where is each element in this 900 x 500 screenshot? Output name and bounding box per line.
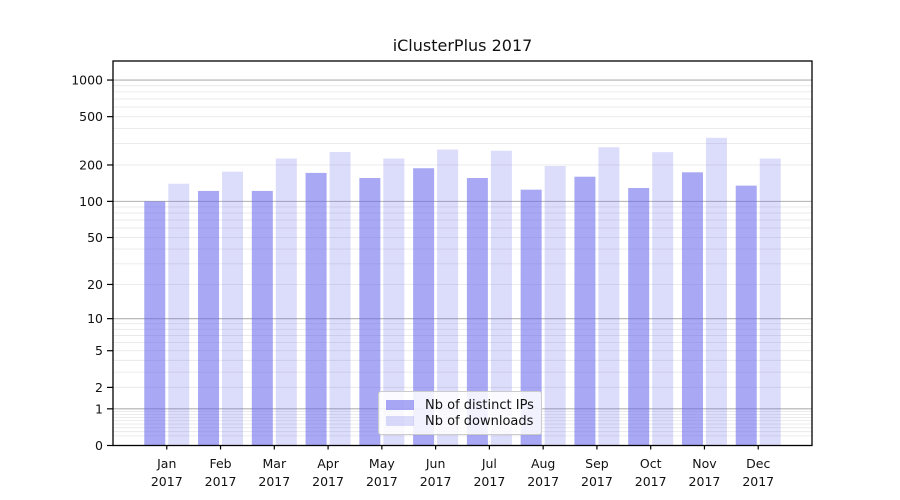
x-tick-label-year: 2017 (689, 474, 721, 489)
x-tick-label-year: 2017 (635, 474, 667, 489)
legend-label-downloads: Nb of downloads (425, 413, 534, 429)
plot-border (112, 60, 813, 447)
legend-item-distinct-ips: Nb of distinct IPs (386, 397, 534, 413)
legend-swatch-downloads (386, 416, 414, 426)
bar-distinct-ips (305, 172, 327, 446)
bar-distinct-ips (144, 201, 166, 446)
y-tick-label: 10 (87, 311, 103, 326)
y-tick-label: 50 (87, 230, 103, 245)
y-tick-label: 100 (79, 194, 103, 209)
bar-distinct-ips (574, 176, 596, 446)
x-tick-label-year: 2017 (581, 474, 613, 489)
legend-item-downloads: Nb of downloads (386, 413, 534, 429)
bar-distinct-ips (198, 190, 220, 446)
y-tick-label: 2 (95, 380, 103, 395)
bar-distinct-ips (413, 168, 435, 446)
x-tick-label-month: Feb (209, 456, 231, 471)
x-tick-label-year: 2017 (473, 474, 505, 489)
bar-downloads (329, 151, 351, 446)
bar-downloads (544, 166, 566, 446)
bar-distinct-ips (359, 178, 381, 446)
bar-downloads (759, 158, 781, 446)
y-tick-label: 500 (79, 109, 103, 124)
bar-downloads (168, 183, 190, 446)
x-tick-label-month: Oct (640, 456, 662, 471)
bar-distinct-ips (520, 189, 542, 446)
x-tick-label-month: Jul (481, 456, 497, 471)
x-tick-label-month: Sep (585, 456, 609, 471)
x-tick-label-month: Jan (156, 456, 176, 471)
y-tick-label: 1 (95, 401, 103, 416)
x-tick-label-month: May (369, 456, 395, 471)
y-tick-label: 1000 (71, 73, 103, 88)
x-tick-label-month: Jun (425, 456, 446, 471)
bar-downloads (652, 152, 674, 446)
x-tick-label-year: 2017 (366, 474, 398, 489)
x-tick-label-month: Dec (746, 456, 770, 471)
x-tick-label-year: 2017 (258, 474, 290, 489)
bar-downloads (275, 158, 297, 446)
y-tick-label: 5 (95, 343, 103, 358)
x-tick-label-month: Nov (692, 456, 717, 471)
x-tick-label-year: 2017 (742, 474, 774, 489)
bar-distinct-ips (681, 172, 703, 446)
y-tick-label: 20 (87, 277, 103, 292)
x-tick-label-year: 2017 (420, 474, 452, 489)
bar-downloads (490, 150, 512, 446)
legend-label-distinct-ips: Nb of distinct IPs (425, 397, 534, 413)
bar-downloads (598, 147, 620, 446)
x-tick-label-month: Mar (263, 456, 287, 471)
bar-downloads (383, 158, 405, 446)
bar-distinct-ips (735, 185, 757, 446)
bar-distinct-ips (251, 190, 273, 446)
y-tick-label: 0 (95, 438, 103, 453)
bar-downloads (222, 171, 244, 446)
x-tick-label-month: Aug (531, 456, 555, 471)
bar-downloads (705, 137, 727, 446)
x-tick-label-month: Apr (317, 456, 339, 471)
bar-distinct-ips (628, 188, 650, 446)
bar-distinct-ips (466, 178, 488, 446)
legend-swatch-distinct-ips (386, 400, 414, 410)
x-tick-label-year: 2017 (205, 474, 237, 489)
y-tick-label: 200 (79, 157, 103, 172)
chart-title: iClusterPlus 2017 (392, 36, 533, 55)
legend: Nb of distinct IPs Nb of downloads (378, 391, 542, 435)
bar-downloads (437, 149, 459, 446)
x-tick-label-year: 2017 (151, 474, 183, 489)
x-tick-label-year: 2017 (312, 474, 344, 489)
x-tick-label-year: 2017 (527, 474, 559, 489)
